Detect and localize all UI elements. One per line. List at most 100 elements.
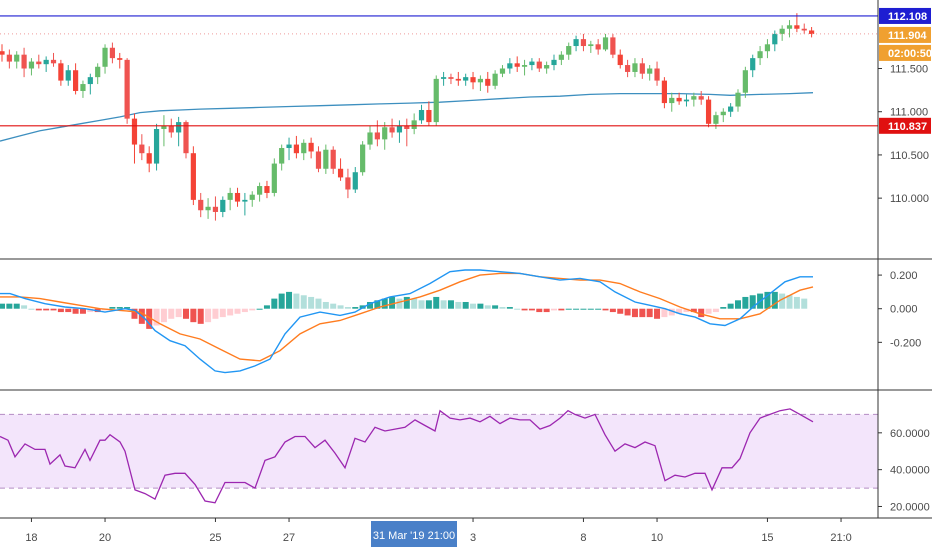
candle-body [102,47,108,67]
histogram-bar [403,296,410,309]
candle [551,54,557,71]
candle-body [315,151,322,169]
candle [441,71,447,86]
histogram-bar [411,298,418,309]
candle-body [477,78,483,83]
candle-body [153,129,160,164]
candle [735,89,741,112]
candle [396,120,403,143]
candle [308,137,314,159]
candle [529,58,535,71]
last-price-tag-text: 111.904 [888,30,927,42]
candle [507,58,513,74]
candle [544,61,550,74]
candle [779,25,785,41]
histogram-bar [779,293,786,309]
candle-body [588,44,594,47]
candle-body [507,63,513,69]
candle-body [647,68,653,74]
candle-body [21,54,27,69]
price-level-lines [0,15,878,127]
histogram-bar [749,295,756,309]
rsi-tick-label: 60.0000 [890,428,930,440]
histogram-bar [595,308,602,310]
histogram-bar [241,308,248,313]
candle [720,108,726,123]
histogram-bar [661,308,668,318]
time-tick-label: 15 [761,532,773,544]
candle [153,123,160,171]
histogram-bar [337,305,344,309]
candle [536,58,542,72]
candle-body [249,194,255,200]
candle [433,75,439,126]
support-tag-bg [879,117,931,134]
candle-body [728,106,734,112]
candle [676,92,682,105]
candle [271,158,277,197]
candle [279,144,285,171]
candle [632,58,638,78]
histogram-bar [609,308,616,313]
price-tick-label: 111.500 [890,64,928,76]
candle-body [65,70,71,81]
histogram-bar [558,308,565,311]
histogram-bar [389,296,396,309]
candle [367,125,373,150]
histogram-bar [793,296,800,309]
candle-body [809,30,815,34]
candle [198,192,204,218]
candle [639,58,645,79]
candle [573,35,579,52]
candle-body [426,109,432,123]
candle [485,71,491,93]
macd-tick-label: 0.000 [890,304,918,316]
histogram-bar [565,308,572,310]
candle-body [639,63,645,74]
histogram-bar [35,308,42,311]
histogram-bar [624,308,631,316]
candle-body [757,51,763,59]
candle-body [234,192,241,202]
candle-body [389,127,395,133]
candle-body [227,192,233,200]
candle-body [602,37,609,50]
candle [455,71,461,86]
histogram-bar [293,293,300,309]
candle [588,40,594,53]
candle-body [551,59,557,66]
candle [257,182,263,202]
candle-body [573,39,579,47]
candle-body [544,65,550,69]
candle [595,39,601,55]
histogram-bar [690,308,697,313]
ma-line [0,92,814,142]
candle [183,120,189,159]
histogram-bar [786,295,793,309]
candle-body [131,118,138,145]
histogram-bar [21,305,28,309]
candle-body [764,44,771,52]
candle-body [794,25,800,29]
candle-body [396,125,403,133]
histogram-bar [543,308,550,313]
histogram-bar [727,303,734,309]
histogram-bar [801,298,808,309]
resistance-tag-text: 112.108 [888,11,927,23]
support-tag-text: 110.837 [888,121,927,133]
candle [683,94,690,107]
macd-lines [0,269,814,374]
histogram-bar [447,300,454,309]
candle-body [625,65,631,72]
candle-body [411,120,417,129]
time-badge-bg [371,521,457,547]
histogram-bar [440,300,447,309]
candle [6,49,12,69]
histogram-bar [683,308,690,313]
candle-body [80,84,86,91]
time-scale[interactable]: 18 20 25 27 3 8 10 15 21:0 31 Mar '19 21:00 [25,518,852,547]
price-scale[interactable]: 110.000 110.500 111.000 111.500 0.200 0.000 -0… [878,64,930,514]
candle-body [301,142,307,154]
candle-body [168,125,174,133]
